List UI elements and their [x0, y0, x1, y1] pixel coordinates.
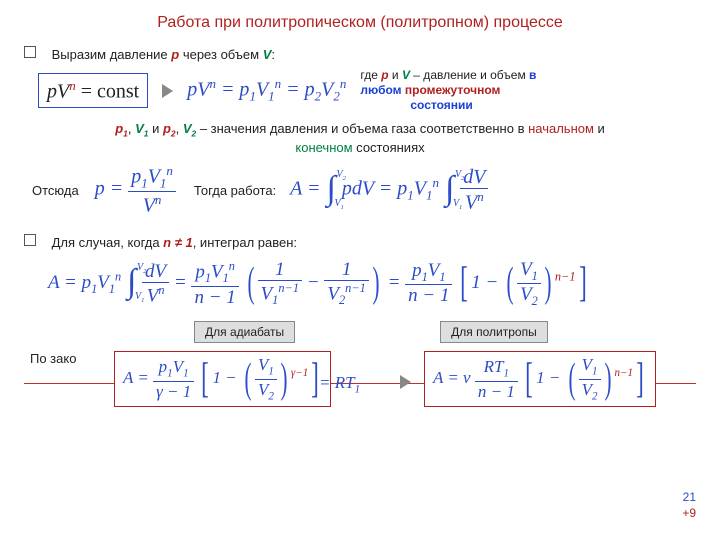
paragraph-3: Для случая, когда n ≠ 1, интеграл равен:: [24, 234, 696, 250]
page-title: Работа при политропическом (политропном)…: [24, 14, 696, 32]
eq-work-integral: A = V2∫V1 pdV = p1V1n V2∫V1 dVVn: [290, 167, 488, 213]
eq-big: A = p1V1n V2∫V1 dVVn = p1V1nn − 1 (1V1n−…: [48, 260, 696, 307]
arrow-icon: [162, 84, 173, 98]
label-row: Для адиабаты Для политропы: [24, 321, 696, 343]
label-polytrope: Для политропы: [440, 321, 548, 343]
paragraph-2: p1, V1 и p2, V2 – значения давления и об…: [24, 121, 696, 156]
side-note: где p и V – давление и объем в любом про…: [360, 68, 560, 113]
paragraph-1: Выразим давление p через объем V:: [24, 46, 696, 62]
eq-polytrope-box: A = ν RT1n − 1 [1 − (V1V2)n−1]: [424, 351, 656, 407]
eq-const-box: pVn = const: [38, 73, 148, 109]
eq-rt1: = RT1: [319, 373, 360, 395]
text: :: [271, 47, 275, 62]
page-number-1: 21: [683, 490, 696, 504]
var-p: p: [171, 47, 179, 62]
equation-row-2: Отсюда p = p1V1nVn Тогда работа: A = V2∫…: [24, 164, 696, 215]
label-adiabat: Для адиабаты: [194, 321, 295, 343]
page-number-2: +9: [682, 506, 696, 520]
text: через объем: [179, 47, 263, 62]
bullet-icon: [24, 234, 36, 246]
label-zakon: По зако: [30, 351, 76, 366]
label-otsyuda: Отсюда: [32, 183, 79, 198]
eq-chain: pVn = p1V1n = p2V2n: [187, 76, 346, 105]
equation-row-1: pVn = const pVn = p1V1n = p2V2n где p и …: [38, 68, 696, 113]
eq-p-expr: p = p1V1nVn: [95, 164, 176, 215]
arrow-icon: [400, 375, 411, 389]
eq-adiabat-box: A = p1V1γ − 1 [1 − (V1V2)γ−1]: [114, 351, 331, 407]
label-togda: Тогда работа:: [194, 183, 276, 198]
text: Выразим давление: [52, 47, 172, 62]
bullet-icon: [24, 46, 36, 58]
